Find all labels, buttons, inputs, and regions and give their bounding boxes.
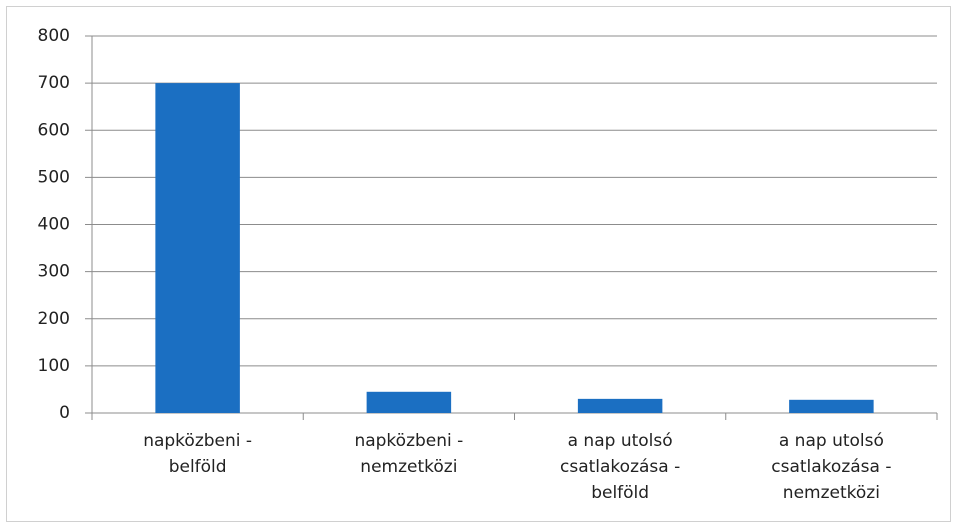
y-tick-label: 800 bbox=[38, 26, 70, 46]
chart-frame bbox=[6, 6, 951, 522]
y-tick-label: 600 bbox=[38, 120, 70, 140]
x-tick-label: a nap utolsó csatlakozása - belföld bbox=[560, 431, 681, 503]
y-tick-label: 100 bbox=[38, 356, 70, 376]
y-tick-label: 700 bbox=[38, 73, 70, 93]
bar bbox=[155, 83, 240, 413]
bar bbox=[577, 398, 663, 413]
y-tick-label: 300 bbox=[38, 262, 70, 282]
y-tick-label: 500 bbox=[38, 167, 70, 187]
x-tick-label: napközbeni - nemzetközi bbox=[354, 431, 464, 477]
y-tick-label: 400 bbox=[38, 215, 70, 235]
x-tick-label: napközbeni - belföld bbox=[143, 431, 253, 477]
bar bbox=[789, 399, 874, 413]
x-tick-label: a nap utolsó csatlakozása - nemzetközi bbox=[771, 431, 892, 503]
y-tick-label: 200 bbox=[38, 309, 70, 329]
y-tick-label: 0 bbox=[59, 403, 70, 423]
bar bbox=[366, 391, 452, 413]
